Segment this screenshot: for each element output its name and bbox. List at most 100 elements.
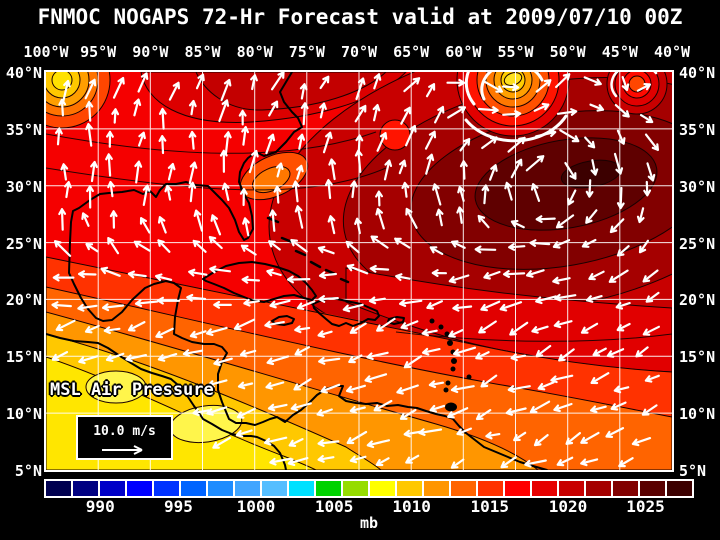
wind-arrow xyxy=(317,439,340,447)
wind-arrow xyxy=(346,430,368,445)
wind-arrow xyxy=(239,188,248,207)
wind-arrow xyxy=(400,320,419,330)
wind-arrow xyxy=(348,354,363,364)
wind-arrow xyxy=(296,300,316,310)
wind-speed-legend: 10.0 m/s xyxy=(76,415,173,460)
cuba-coastline xyxy=(202,261,317,303)
wind-arrow xyxy=(85,100,94,122)
wind-arrow xyxy=(642,269,659,283)
hispaniola-coastline xyxy=(312,297,380,327)
wind-arrow xyxy=(294,205,304,229)
wind-arrow xyxy=(112,76,125,99)
wind-arrow xyxy=(373,73,382,90)
wind-arrow xyxy=(524,459,547,468)
wind-arrow xyxy=(475,409,492,421)
colorbar-segment xyxy=(586,481,611,496)
colorbar-segment xyxy=(343,481,368,496)
wind-arrow xyxy=(221,182,230,201)
wind-arrow xyxy=(424,130,437,150)
wind-arrow xyxy=(366,439,390,449)
wind-arrow xyxy=(621,76,630,91)
wind-arrow xyxy=(448,274,470,284)
wind-arrow xyxy=(212,436,231,449)
wind-arrow xyxy=(318,271,337,280)
colorbar-segment xyxy=(559,481,584,496)
colorbar-segment xyxy=(397,481,422,496)
colorbar-tick-label: 1010 xyxy=(392,497,431,516)
lon-tick-label: 65°W xyxy=(393,43,430,61)
wind-arrow xyxy=(192,239,207,253)
wind-arrow xyxy=(553,320,573,329)
wind-arrow xyxy=(583,76,602,86)
wind-arrow xyxy=(51,301,72,309)
wind-speed-value: 10.0 m/s xyxy=(93,424,156,439)
colorbar-segment xyxy=(73,481,98,496)
wind-arrow xyxy=(107,180,115,198)
wind-arrow xyxy=(109,210,118,229)
wind-arrow xyxy=(502,110,522,118)
wind-arrow xyxy=(616,322,631,332)
colorbar-segment xyxy=(667,481,692,496)
wind-arrow xyxy=(268,240,281,251)
wind-arrow xyxy=(529,239,551,247)
reference-arrow-icon xyxy=(102,445,143,455)
wind-arrow xyxy=(58,208,67,231)
wind-arrow xyxy=(503,270,526,278)
wind-arrow xyxy=(158,107,167,130)
wind-arrow xyxy=(564,161,577,180)
wind-arrow xyxy=(550,374,574,384)
storm-spiral-streaks xyxy=(464,72,568,143)
wind-arrow xyxy=(188,161,198,185)
colorbar-segment xyxy=(505,481,530,496)
wind-arrow xyxy=(186,293,207,302)
wind-arrow xyxy=(400,106,412,125)
wind-arrow xyxy=(294,325,311,334)
pressure-map-svg xyxy=(46,72,672,470)
colorbar-segment xyxy=(154,481,179,496)
wind-arrow xyxy=(195,73,205,90)
variable-label: MSL Air Pressure xyxy=(50,380,214,400)
wind-arrow xyxy=(635,346,649,358)
wind-arrow xyxy=(346,384,366,394)
wind-arrow xyxy=(510,353,527,362)
wind-arrow xyxy=(299,83,308,100)
wind-arrow xyxy=(164,184,173,201)
colorbar-tick-label: 1020 xyxy=(548,497,588,516)
colorbar-unit: mb xyxy=(359,514,379,532)
wind-arrow xyxy=(478,320,497,334)
wind-arrow xyxy=(349,322,367,334)
wind-arrow xyxy=(646,162,656,182)
wind-arrow xyxy=(317,245,335,255)
wind-arrow xyxy=(157,353,178,362)
wind-arrow xyxy=(317,455,335,463)
wind-arrow xyxy=(451,240,466,249)
wind-arrow xyxy=(535,295,557,305)
wind-arrow xyxy=(287,457,309,466)
wind-arrow xyxy=(453,346,477,357)
wind-arrow xyxy=(58,98,67,117)
wind-arrow xyxy=(155,273,173,282)
colorbar-segment xyxy=(370,481,395,496)
wind-arrow xyxy=(642,325,660,336)
wind-arrow xyxy=(355,77,366,101)
wind-arrow xyxy=(288,438,304,447)
wind-arrow xyxy=(535,79,552,93)
wind-arrow xyxy=(133,240,151,252)
wind-arrow xyxy=(636,207,645,224)
wind-arrow xyxy=(346,263,369,275)
wind-arrow xyxy=(188,268,208,277)
wind-arrow xyxy=(78,270,97,279)
wind-arrow xyxy=(157,239,171,253)
wind-arrow xyxy=(354,217,362,235)
wind-arrow xyxy=(581,238,597,248)
wind-arrow xyxy=(242,217,250,237)
wind-arrow xyxy=(508,243,526,251)
wind-arrow xyxy=(125,354,147,363)
wind-arrow xyxy=(480,374,498,388)
wind-arrow xyxy=(535,129,557,138)
wind-arrow xyxy=(290,402,312,412)
wind-arrow xyxy=(446,78,466,87)
mainland-coastline xyxy=(68,72,548,470)
wind-arrow xyxy=(456,206,465,224)
